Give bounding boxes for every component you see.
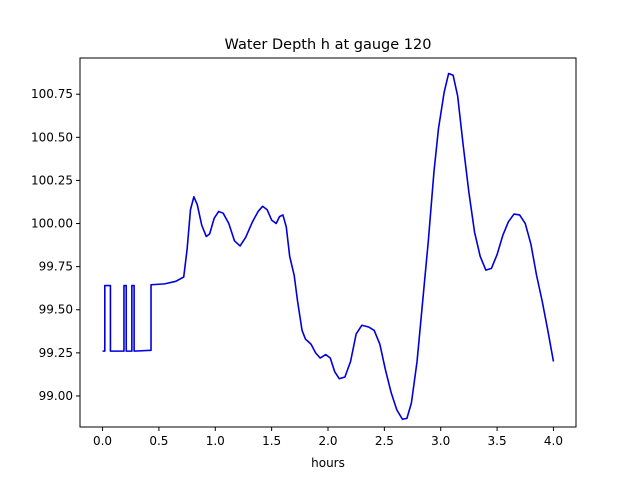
- series-line: [102, 72, 555, 421]
- x-tick-label: 2.0: [318, 434, 337, 448]
- x-tick-label: 3.5: [488, 434, 507, 448]
- y-tick-label: 100.00: [31, 217, 73, 231]
- chart-title: Water Depth h at gauge 120: [225, 37, 432, 53]
- x-tick-label: 2.5: [375, 434, 394, 448]
- x-tick-label: 4.0: [544, 434, 563, 448]
- x-axis-label: hours: [311, 456, 345, 470]
- x-tick-label: 0.5: [149, 434, 168, 448]
- y-tick-label: 99.50: [39, 303, 73, 317]
- x-axis: 0.0 0.5 1.0 1.5 2.0 2.5 3.0 3.5 4.0: [93, 427, 563, 448]
- y-tick-label: 100.75: [31, 87, 73, 101]
- x-tick-label: 1.0: [206, 434, 225, 448]
- y-tick-label: 99.25: [39, 346, 73, 360]
- x-tick-label: 1.5: [262, 434, 281, 448]
- y-tick-label: 99.00: [39, 389, 73, 403]
- y-tick-label: 99.75: [39, 260, 73, 274]
- x-tick-label: 3.0: [431, 434, 450, 448]
- y-axis: 99.00 99.25 99.50 99.75 100.00 100.25 100.50 10…: [31, 87, 80, 403]
- y-tick-label: 100.25: [31, 173, 73, 187]
- series-group: [102, 72, 555, 421]
- y-tick-label: 100.50: [31, 130, 73, 144]
- x-tick-label: 0.0: [93, 434, 112, 448]
